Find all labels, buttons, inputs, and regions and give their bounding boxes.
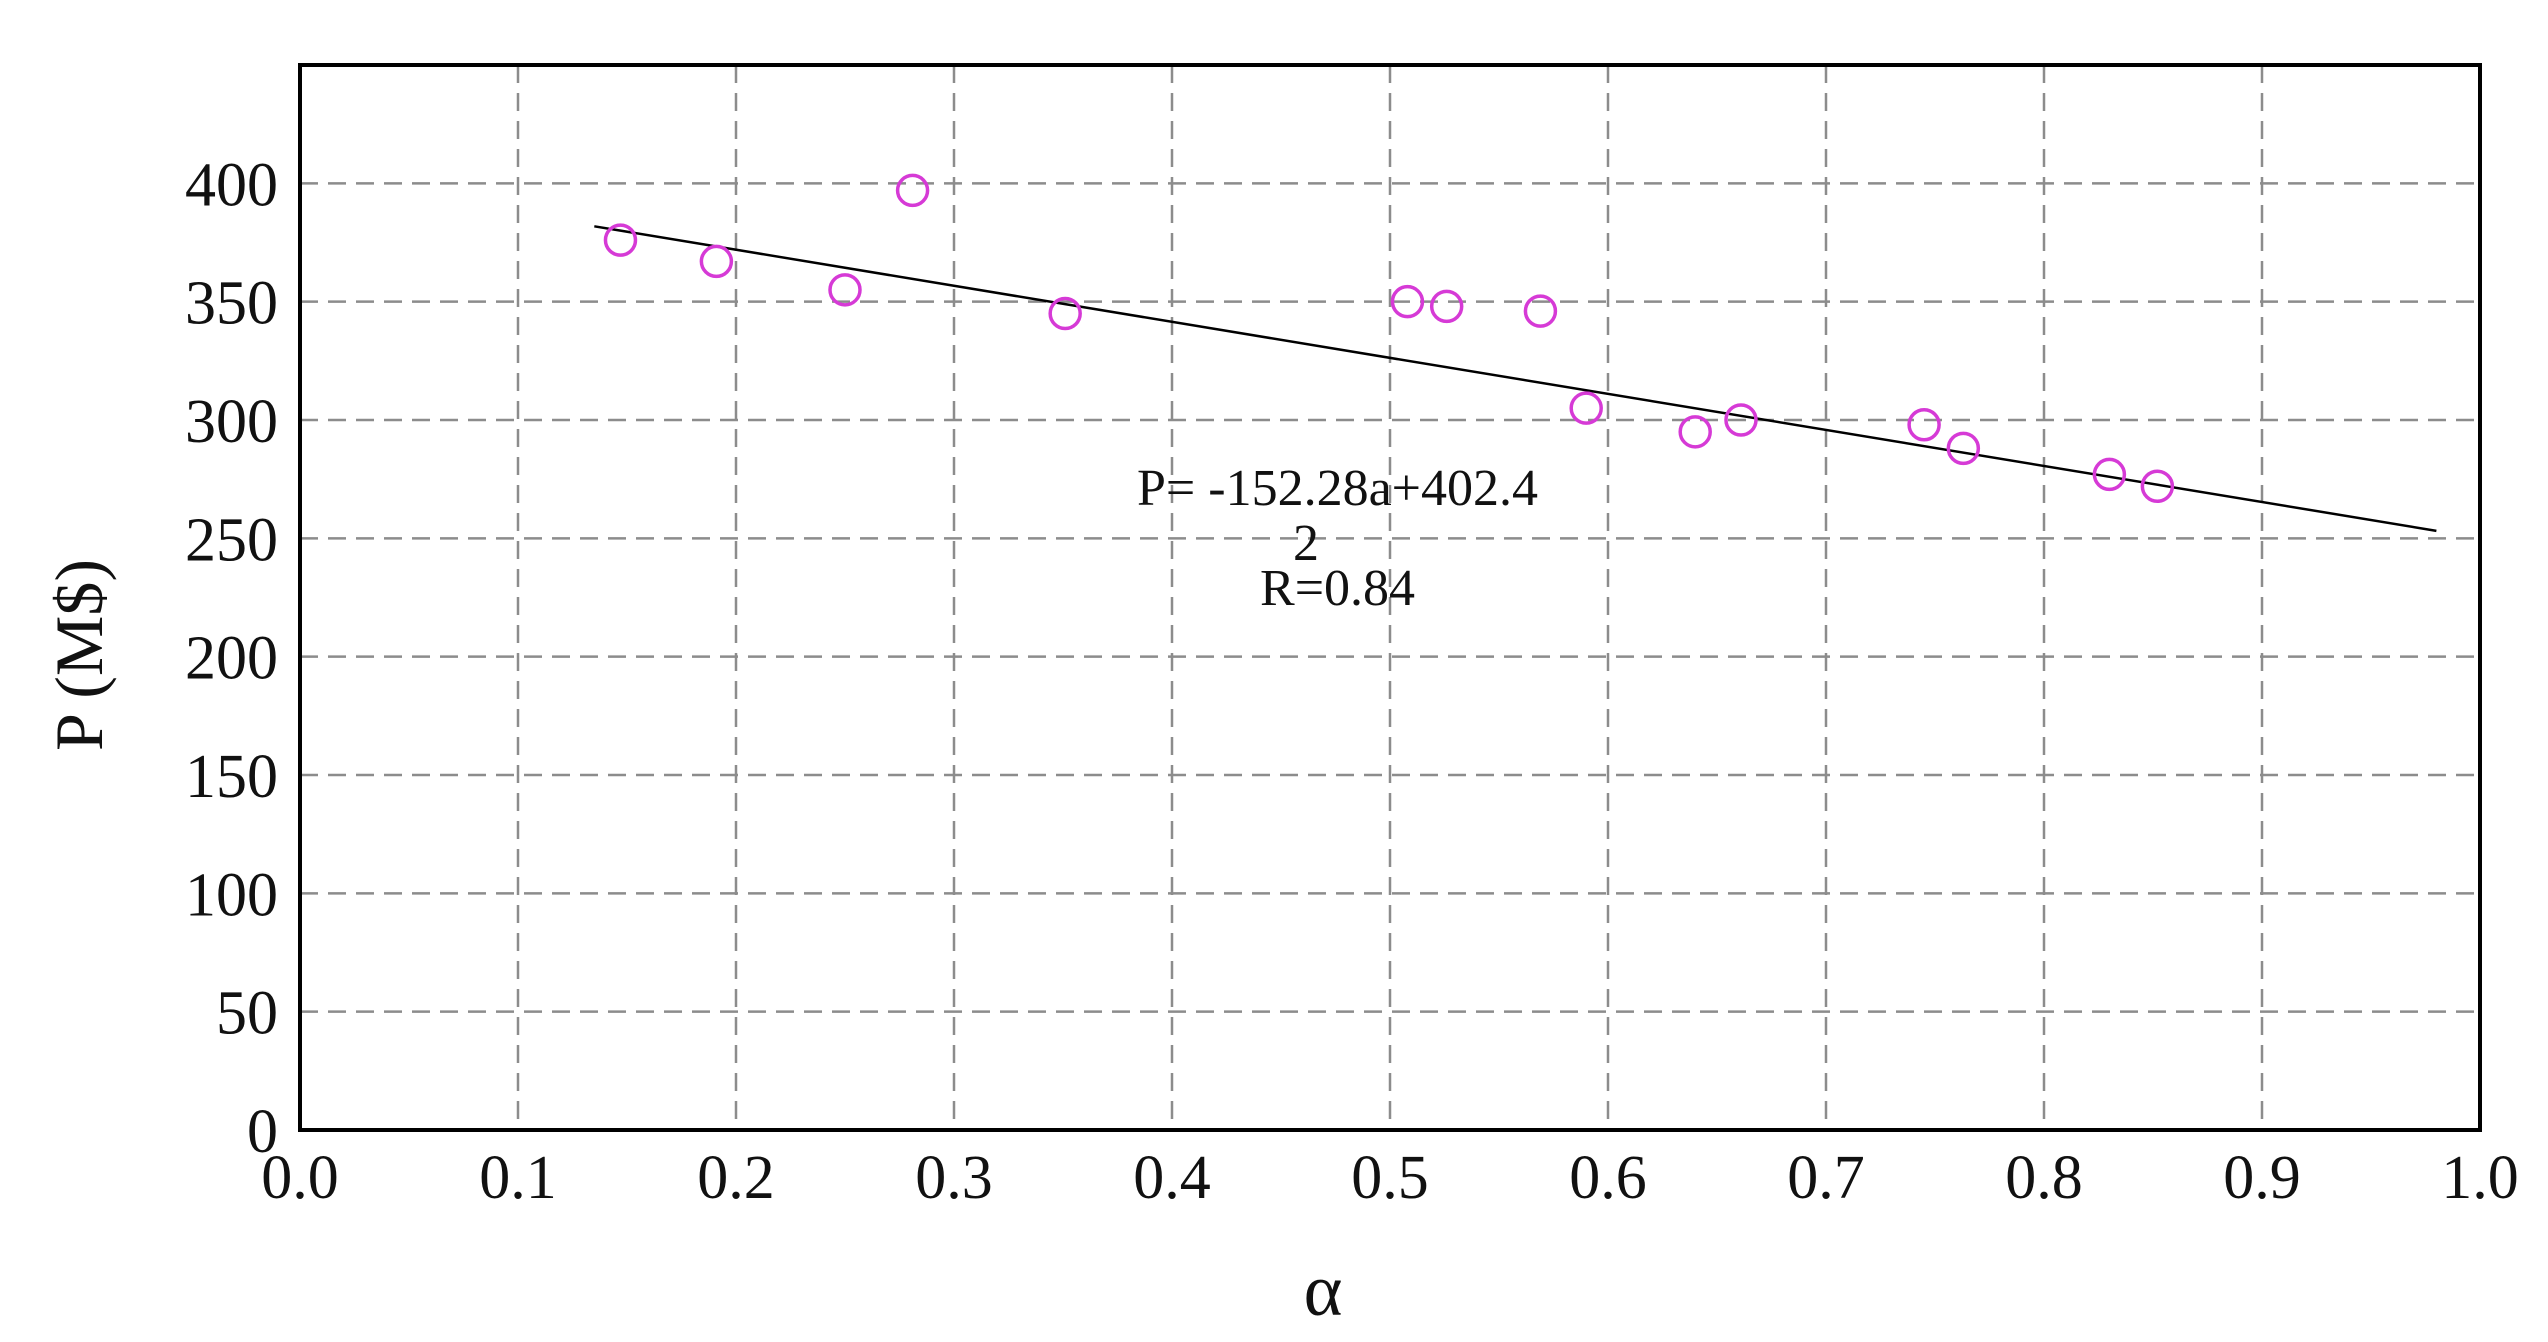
y-tick-label: 200 (185, 625, 278, 693)
data-point (1678, 415, 1712, 449)
x-tick-labels: 0.0 0.1 0.2 0.3 0.4 0.5 0.6 0.7 0.8 0.9 1.0 (261, 1144, 2519, 1212)
y-tick-label: 400 (185, 151, 278, 219)
r-squared-value: =0.84 (1295, 560, 1415, 617)
y-tick-labels: 0 50 100 150 200 250 300 350 400 (185, 151, 278, 1166)
trendline (594, 225, 2437, 533)
x-tick-label: 0.5 (1351, 1144, 1429, 1212)
x-tick-label: 1.0 (2441, 1144, 2519, 1212)
y-tick-label: 100 (185, 861, 278, 929)
x-tick-label: 0.3 (915, 1144, 993, 1212)
data-point (828, 273, 862, 307)
data-point (1048, 296, 1082, 331)
data-point (2140, 469, 2175, 504)
x-tick-label: 0.8 (2005, 1144, 2083, 1212)
y-tick-label: 350 (185, 270, 278, 338)
y-tick-label: 0 (247, 1098, 278, 1166)
data-points (603, 173, 2175, 504)
grid (300, 65, 2480, 1130)
data-point (2092, 457, 2127, 492)
data-point (699, 244, 734, 279)
y-axis-label: P (M$) (41, 559, 117, 751)
x-tick-label: 0.1 (479, 1144, 557, 1212)
r-squared-label: R=0.84 (1260, 560, 1415, 617)
y-tick-label: 150 (185, 743, 278, 811)
x-tick-label: 0.4 (1133, 1144, 1211, 1212)
data-point (1946, 431, 1981, 466)
plot-frame (298, 63, 2482, 1132)
trendline-layer (594, 225, 2437, 533)
data-point (1569, 391, 1603, 425)
y-tick-label: 50 (216, 980, 278, 1048)
data-point (1390, 284, 1425, 319)
y-tick-label: 300 (185, 388, 278, 456)
x-tick-label: 0.9 (2223, 1144, 2301, 1212)
data-point (1907, 407, 1941, 442)
r-squared-superscript: 2 (1293, 515, 1319, 572)
x-tick-label: 0.2 (697, 1144, 775, 1212)
data-point (603, 223, 638, 257)
r-squared-symbol: R (1260, 560, 1295, 617)
x-tick-label: 0.0 (261, 1144, 339, 1212)
x-tick-label: 0.7 (1787, 1144, 1865, 1212)
trendline-equation: P= -152.28a+402.4 (1137, 460, 1538, 517)
data-point (1429, 289, 1464, 324)
x-tick-label: 0.6 (1569, 1144, 1647, 1212)
data-point (1523, 294, 1558, 328)
y-tick-label: 250 (185, 506, 278, 574)
data-point (895, 173, 930, 208)
data-point (1724, 403, 1758, 437)
x-axis-label: α (1304, 1250, 1343, 1332)
